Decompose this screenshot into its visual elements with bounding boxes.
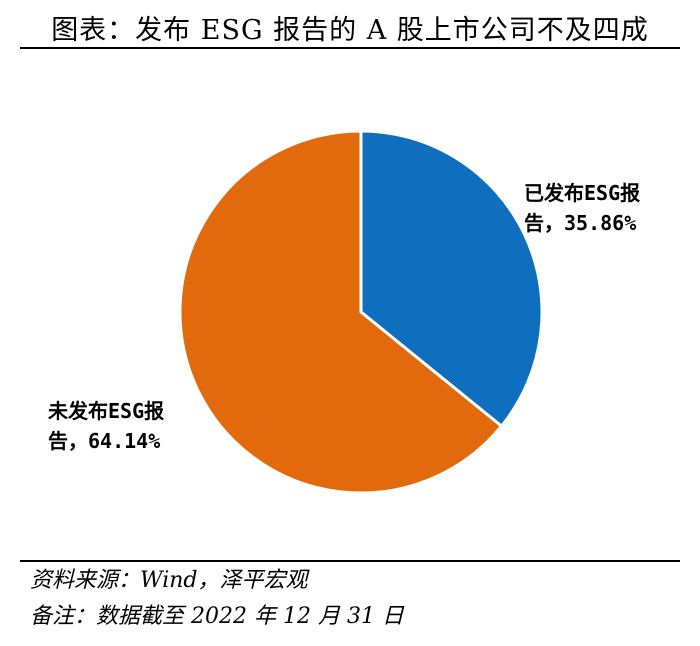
slice-label-unpublished: 未发布ESG报 告，64.14% [48,396,164,456]
slice-label-unpublished-line2: 告，64.14% [48,429,161,453]
chart-title: 图表：发布 ESG 报告的 A 股上市公司不及四成 [51,15,649,46]
bottom-rule [20,560,680,562]
pie-slice-unpublished [178,129,504,495]
pie-chart [178,129,544,495]
top-rule [20,47,680,49]
remark-note: 备注：数据截至 2022 年 12 月 31 日 [30,604,404,629]
pie-slice-published [359,129,544,429]
slice-label-published-line2: 告，35.86% [524,211,637,235]
source-note: 资料来源：Wind，泽平宏观 [30,568,308,593]
slice-label-unpublished-line1: 未发布ESG报 [48,399,165,423]
slice-label-published: 已发布ESG报 告，35.86% [524,178,640,238]
slice-label-published-line1: 已发布ESG报 [524,181,641,205]
